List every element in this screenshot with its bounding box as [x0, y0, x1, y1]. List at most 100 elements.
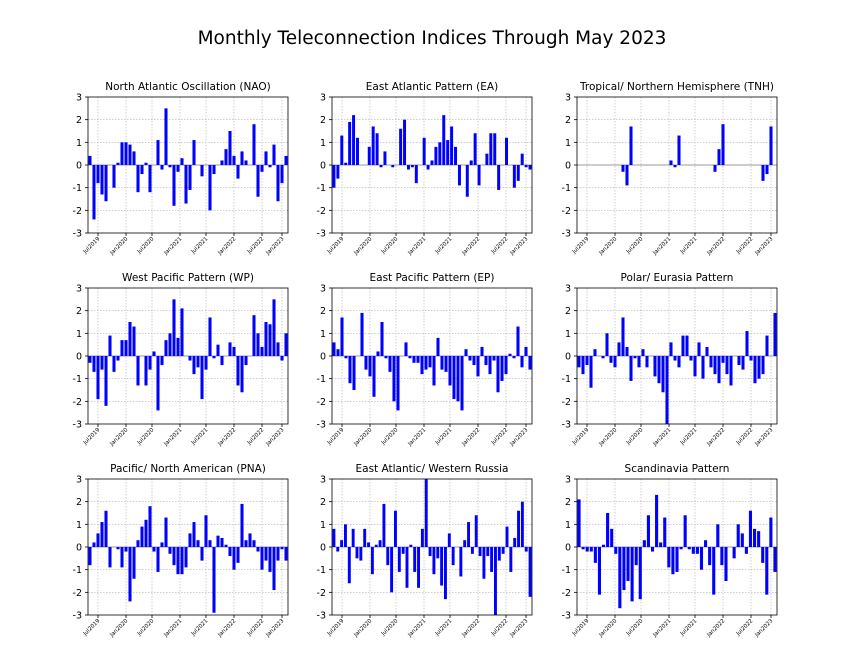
bar — [128, 322, 132, 356]
bar — [585, 356, 589, 366]
bar — [724, 547, 728, 581]
bar — [717, 149, 721, 165]
y-tick-label: -3 — [317, 420, 326, 431]
bar — [467, 522, 470, 547]
y-tick-label: -2 — [73, 397, 82, 408]
bar — [753, 528, 757, 547]
bar — [272, 144, 276, 165]
y-tick-label: -2 — [317, 206, 326, 217]
bar — [220, 356, 224, 366]
bar — [100, 522, 104, 547]
bar — [581, 356, 585, 375]
bar — [456, 356, 460, 402]
bar — [748, 510, 753, 547]
panel-title: West Pacific Pattern (WP) — [122, 272, 254, 284]
bar — [112, 165, 116, 188]
x-tick-label: Jul2019 — [82, 427, 102, 447]
bar — [773, 547, 777, 572]
x-tick-label: Jul2020 — [625, 427, 645, 447]
x-tick-label: Jul2019 — [326, 236, 346, 256]
bar — [460, 356, 464, 411]
bar — [116, 547, 120, 550]
x-tick-label: Jan2022 — [706, 427, 727, 448]
bar — [413, 547, 417, 572]
bar — [352, 356, 356, 390]
y-tick-label: -1 — [562, 183, 571, 194]
bar — [284, 333, 288, 356]
bar — [200, 165, 204, 177]
x-tick-label: Jan2020 — [598, 236, 619, 257]
bar — [504, 356, 508, 375]
bar — [446, 140, 450, 165]
bar — [606, 513, 610, 547]
bar — [436, 337, 440, 356]
bar — [180, 308, 184, 356]
bar — [454, 146, 458, 165]
bar — [140, 526, 144, 547]
bar — [677, 135, 681, 165]
bar — [741, 356, 745, 370]
bar — [626, 547, 630, 581]
bar — [661, 356, 665, 393]
bar — [264, 151, 268, 165]
bar — [268, 165, 272, 168]
bar — [100, 356, 104, 370]
bar — [465, 165, 469, 197]
bar — [403, 119, 407, 165]
bar — [505, 137, 508, 165]
bar — [96, 356, 100, 400]
bar — [120, 340, 124, 356]
bar — [188, 356, 192, 361]
bar — [667, 547, 671, 568]
bar — [732, 547, 736, 559]
bar — [496, 356, 500, 393]
bar — [92, 165, 96, 220]
bar — [244, 356, 248, 366]
x-tick-label: Jan2020 — [109, 427, 130, 448]
bar — [428, 356, 432, 368]
bar — [156, 140, 160, 165]
y-tick-label: 3 — [76, 93, 82, 104]
bar — [160, 542, 164, 547]
y-tick-label: 1 — [320, 138, 326, 149]
bar — [463, 540, 467, 547]
bar — [472, 356, 476, 366]
bar — [144, 519, 148, 547]
bar — [212, 165, 216, 175]
y-tick-label: -2 — [317, 588, 326, 599]
bar — [655, 494, 659, 547]
y-tick-label: 2 — [76, 115, 82, 126]
bar — [256, 333, 260, 356]
bar — [701, 356, 705, 379]
bar — [188, 533, 192, 547]
bar — [464, 349, 468, 356]
bar — [164, 340, 168, 356]
bar — [638, 547, 642, 600]
bar — [252, 540, 256, 547]
bar — [769, 126, 773, 165]
x-tick-label: Jul2022 — [735, 236, 755, 256]
bar — [528, 547, 532, 597]
bar — [401, 547, 405, 554]
bar — [168, 547, 172, 554]
bar — [457, 165, 461, 186]
bar — [430, 160, 434, 165]
bar — [757, 531, 761, 547]
bar — [284, 155, 288, 165]
bar — [224, 149, 228, 165]
bar — [380, 322, 384, 356]
x-tick-label: Jan2021 — [163, 618, 184, 639]
bar — [128, 144, 132, 165]
bar — [370, 547, 374, 575]
y-tick-label: 1 — [320, 520, 326, 531]
x-tick-label: Jul2021 — [679, 236, 699, 256]
bar — [609, 356, 613, 363]
bar — [761, 356, 765, 375]
y-tick-label: 0 — [320, 352, 326, 363]
bar — [484, 356, 488, 366]
x-tick-label: Jan2023 — [754, 427, 775, 448]
bar — [88, 155, 92, 165]
bar — [501, 547, 505, 554]
bar — [220, 537, 224, 547]
bar — [156, 547, 160, 572]
